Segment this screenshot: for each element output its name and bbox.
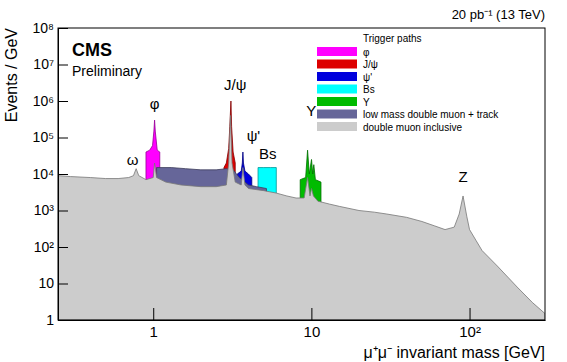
x-tick: 10 — [304, 308, 321, 340]
plot-frame — [58, 28, 545, 320]
x-tick-mark — [470, 308, 471, 320]
y-tick: 10⁴ — [32, 166, 68, 182]
peak-label: Z — [458, 168, 467, 185]
y-tick: 10² — [34, 239, 68, 255]
legend-swatch — [317, 72, 357, 81]
y-tick-label: 10⁴ — [32, 166, 54, 182]
y-tick: 10³ — [34, 202, 68, 218]
y-tick-mark — [58, 247, 68, 248]
area-series — [58, 116, 545, 320]
legend: Trigger paths φJ/ψ ψ'Bs Υlow mass double mu… — [317, 33, 499, 133]
y-tick-label: 10⁵ — [33, 129, 54, 145]
legend-swatch — [317, 110, 357, 119]
y-tick-mark — [58, 101, 68, 102]
peak-label: φ — [150, 95, 160, 112]
legend-title: Trigger paths — [363, 33, 422, 44]
peak-label: ψ' — [247, 127, 261, 144]
y-tick-label: 10 — [38, 275, 54, 291]
legend-swatch — [317, 47, 357, 56]
subtitle: Preliminary — [72, 63, 142, 79]
legend-swatch — [317, 122, 357, 131]
legend-label: J/ψ — [363, 59, 378, 70]
x-axis-title: μ⁺μ⁻ invariant mass [GeV] — [364, 344, 545, 361]
x-tick-mark — [153, 308, 154, 320]
plot-area — [58, 101, 545, 320]
y-tick-mark — [58, 138, 68, 139]
title: CMS — [72, 40, 112, 60]
y-tick-mark — [58, 284, 68, 285]
lumi-label: 20 pb⁻¹ (13 TeV) — [452, 7, 545, 22]
y-tick-label: 10³ — [34, 202, 55, 218]
y-tick-mark — [58, 174, 68, 175]
legend-label: φ — [363, 47, 370, 58]
legend-label: Bs — [363, 84, 375, 95]
y-tick: 10⁷ — [33, 56, 68, 72]
legend-label: double muon inclusive — [363, 122, 462, 133]
y-tick-label: 10⁷ — [33, 56, 54, 72]
chart: 1 10 10² 1 10 10² 10³ 10⁴ 10⁵ 10⁶ 10⁷ 10⁸ CMS Prelimi… — [0, 0, 567, 362]
y-tick-mark — [58, 211, 68, 212]
peak-label: Υ — [306, 102, 316, 119]
legend-label: low mass double muon + track — [363, 109, 499, 120]
legend-swatch — [317, 97, 357, 106]
y-axis: 1 10 10² 10³ 10⁴ 10⁵ 10⁶ 10⁷ 10⁸ — [32, 20, 68, 328]
x-tick: 1 — [150, 308, 158, 340]
x-axis: 1 10 10² — [59, 308, 546, 340]
legend-swatch — [317, 60, 357, 69]
x-tick-label: 1 — [150, 323, 158, 340]
y-tick-label: 10⁸ — [33, 20, 55, 36]
y-tick-label: 1 — [46, 312, 54, 328]
y-tick-mark — [58, 65, 68, 66]
x-tick-label: 10² — [459, 323, 481, 340]
x-tick-label: 10 — [304, 323, 321, 340]
legend-label: ψ' — [363, 72, 372, 83]
y-tick-label: 10² — [34, 239, 55, 255]
y-tick: 10⁶ — [33, 93, 68, 109]
y-tick: 10 — [38, 275, 68, 291]
y-tick-label: 10⁶ — [33, 93, 54, 109]
y-axis-title: Events / GeV — [3, 28, 20, 123]
y-tick: 10⁵ — [33, 129, 68, 145]
peak-label: ω — [127, 151, 139, 168]
legend-label: Υ — [363, 97, 370, 108]
x-tick-mark — [311, 308, 312, 320]
peak-label: J/ψ — [224, 76, 246, 93]
x-tick: 10² — [459, 308, 481, 340]
peak-label: Bs — [259, 145, 277, 162]
legend-swatch — [317, 85, 357, 94]
